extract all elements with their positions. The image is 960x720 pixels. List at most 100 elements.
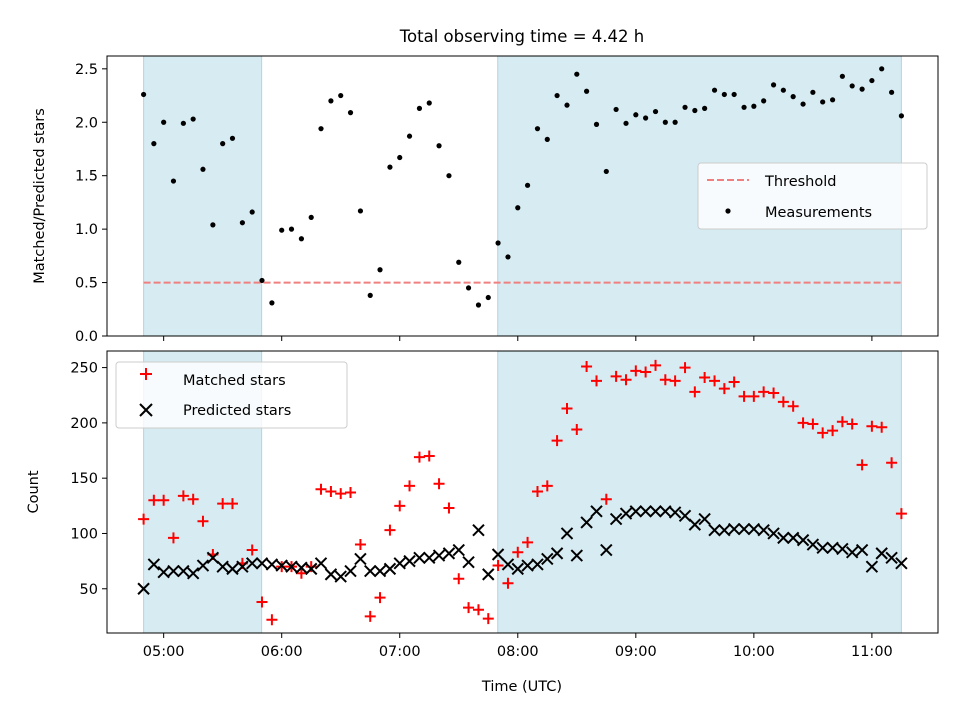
- matched-stars-point: [158, 494, 170, 506]
- predicted-stars-point: [560, 527, 574, 540]
- measurement-point: [426, 100, 432, 106]
- measurement-point: [308, 214, 314, 220]
- measurement-point: [534, 126, 541, 132]
- measurement-point: [800, 101, 806, 107]
- bottom-legend-box: [115, 361, 348, 429]
- measurement-point: [879, 66, 885, 72]
- measurement-point: [682, 104, 688, 110]
- legend-measurements-label: Measurements: [765, 205, 872, 221]
- matched-stars-point: [856, 459, 868, 471]
- measurement-point: [859, 86, 865, 92]
- matched-stars-point: [463, 602, 475, 614]
- y-tick-label: 2.0: [75, 115, 98, 131]
- measurement-point: [780, 87, 786, 93]
- matched-stars-point: [453, 573, 465, 585]
- predicted-stars-point: [609, 512, 623, 526]
- predicted-stars-point: [678, 509, 692, 522]
- y-tick-label: 2.5: [75, 62, 98, 78]
- matched-stars-point: [758, 386, 770, 398]
- predicted-stars-point: [737, 522, 751, 536]
- measurement-point: [161, 119, 167, 125]
- y-tick-label: 250: [70, 361, 98, 377]
- predicted-stars-point: [186, 567, 200, 580]
- measurement-point: [269, 300, 275, 306]
- predicted-stars-point: [865, 560, 879, 573]
- measurement-point: [288, 226, 295, 232]
- predicted-stars-point: [668, 506, 682, 519]
- measurement-point: [731, 91, 737, 98]
- measurement-point: [200, 166, 206, 172]
- measurement-point: [436, 143, 442, 149]
- measurement-point: [603, 168, 609, 175]
- matched-stars-point: [748, 390, 760, 402]
- predicted-stars-point: [364, 564, 377, 578]
- predicted-stars-point: [432, 549, 446, 562]
- predicted-stars-point: [196, 559, 210, 572]
- predicted-stars-point: [600, 543, 613, 557]
- measurement-point: [741, 104, 747, 110]
- matched-stars-point: [217, 498, 229, 510]
- matched-stars-point: [640, 366, 652, 378]
- matched-stars-point: [315, 483, 327, 495]
- legend-measurements-swatch: [725, 208, 731, 214]
- predicted-stars-point: [757, 523, 770, 537]
- legend-predicted-swatch: [139, 403, 153, 417]
- measurement-point: [220, 141, 226, 147]
- measurement-point: [790, 94, 796, 100]
- predicted-stars-point: [236, 560, 249, 573]
- measurement-point: [465, 285, 472, 291]
- measurement-point: [239, 220, 245, 226]
- x-tick-label: 05:00: [143, 644, 185, 660]
- matched-stars-point: [551, 435, 563, 447]
- predicted-stars-point: [383, 562, 397, 576]
- matched-stars-point: [404, 480, 416, 492]
- measurement-point: [279, 227, 285, 233]
- predicted-stars-point: [403, 554, 416, 568]
- predicted-stars-point: [629, 505, 643, 518]
- matched-stars-point: [256, 596, 268, 608]
- observing-window-shade: [497, 350, 902, 634]
- measurement-point: [259, 277, 265, 284]
- measurement-point: [613, 106, 619, 113]
- predicted-stars-point: [393, 557, 406, 570]
- measurement-point: [554, 92, 560, 99]
- matched-stars-point: [827, 425, 839, 437]
- measurement-point: [151, 141, 157, 147]
- matched-stars-point: [177, 490, 189, 502]
- matched-stars-point: [246, 544, 258, 556]
- predicted-stars-point: [501, 558, 515, 571]
- predicted-stars-point: [875, 547, 888, 560]
- predicted-stars-point: [137, 582, 150, 595]
- predicted-stars-point: [885, 551, 898, 565]
- measurement-point: [416, 105, 423, 111]
- bottom-y-axis-label: Count: [26, 470, 42, 513]
- bottom-plot-frame: [106, 350, 939, 634]
- predicted-stars-point: [649, 505, 662, 518]
- measurement-point: [829, 97, 836, 103]
- matched-stars-point: [325, 485, 337, 497]
- matched-stars-point: [138, 513, 150, 525]
- predicted-stars-point: [570, 549, 584, 562]
- matched-stars-point: [384, 524, 396, 536]
- predicted-stars-point: [314, 557, 328, 570]
- matched-stars-point: [571, 424, 583, 436]
- measurement-point: [475, 302, 482, 308]
- measurement-point: [633, 112, 639, 118]
- measurement-point: [377, 267, 383, 273]
- predicted-stars-point: [423, 551, 436, 565]
- top-legend: Threshold Measurements: [697, 162, 928, 230]
- predicted-stars-point: [698, 512, 711, 526]
- matched-stars-point: [650, 359, 662, 371]
- matched-stars-point: [797, 417, 809, 429]
- measurement-point: [662, 119, 668, 125]
- predicted-stars-point: [354, 552, 367, 566]
- measurement-point: [770, 82, 777, 88]
- matched-stars-point: [669, 375, 681, 387]
- predicted-stars-point: [708, 523, 721, 537]
- predicted-stars-point: [816, 541, 829, 555]
- measurement-point: [524, 182, 531, 188]
- predicted-stars-point: [531, 558, 544, 571]
- matched-stars-point: [305, 561, 317, 573]
- x-tick-label: 09:00: [615, 644, 657, 660]
